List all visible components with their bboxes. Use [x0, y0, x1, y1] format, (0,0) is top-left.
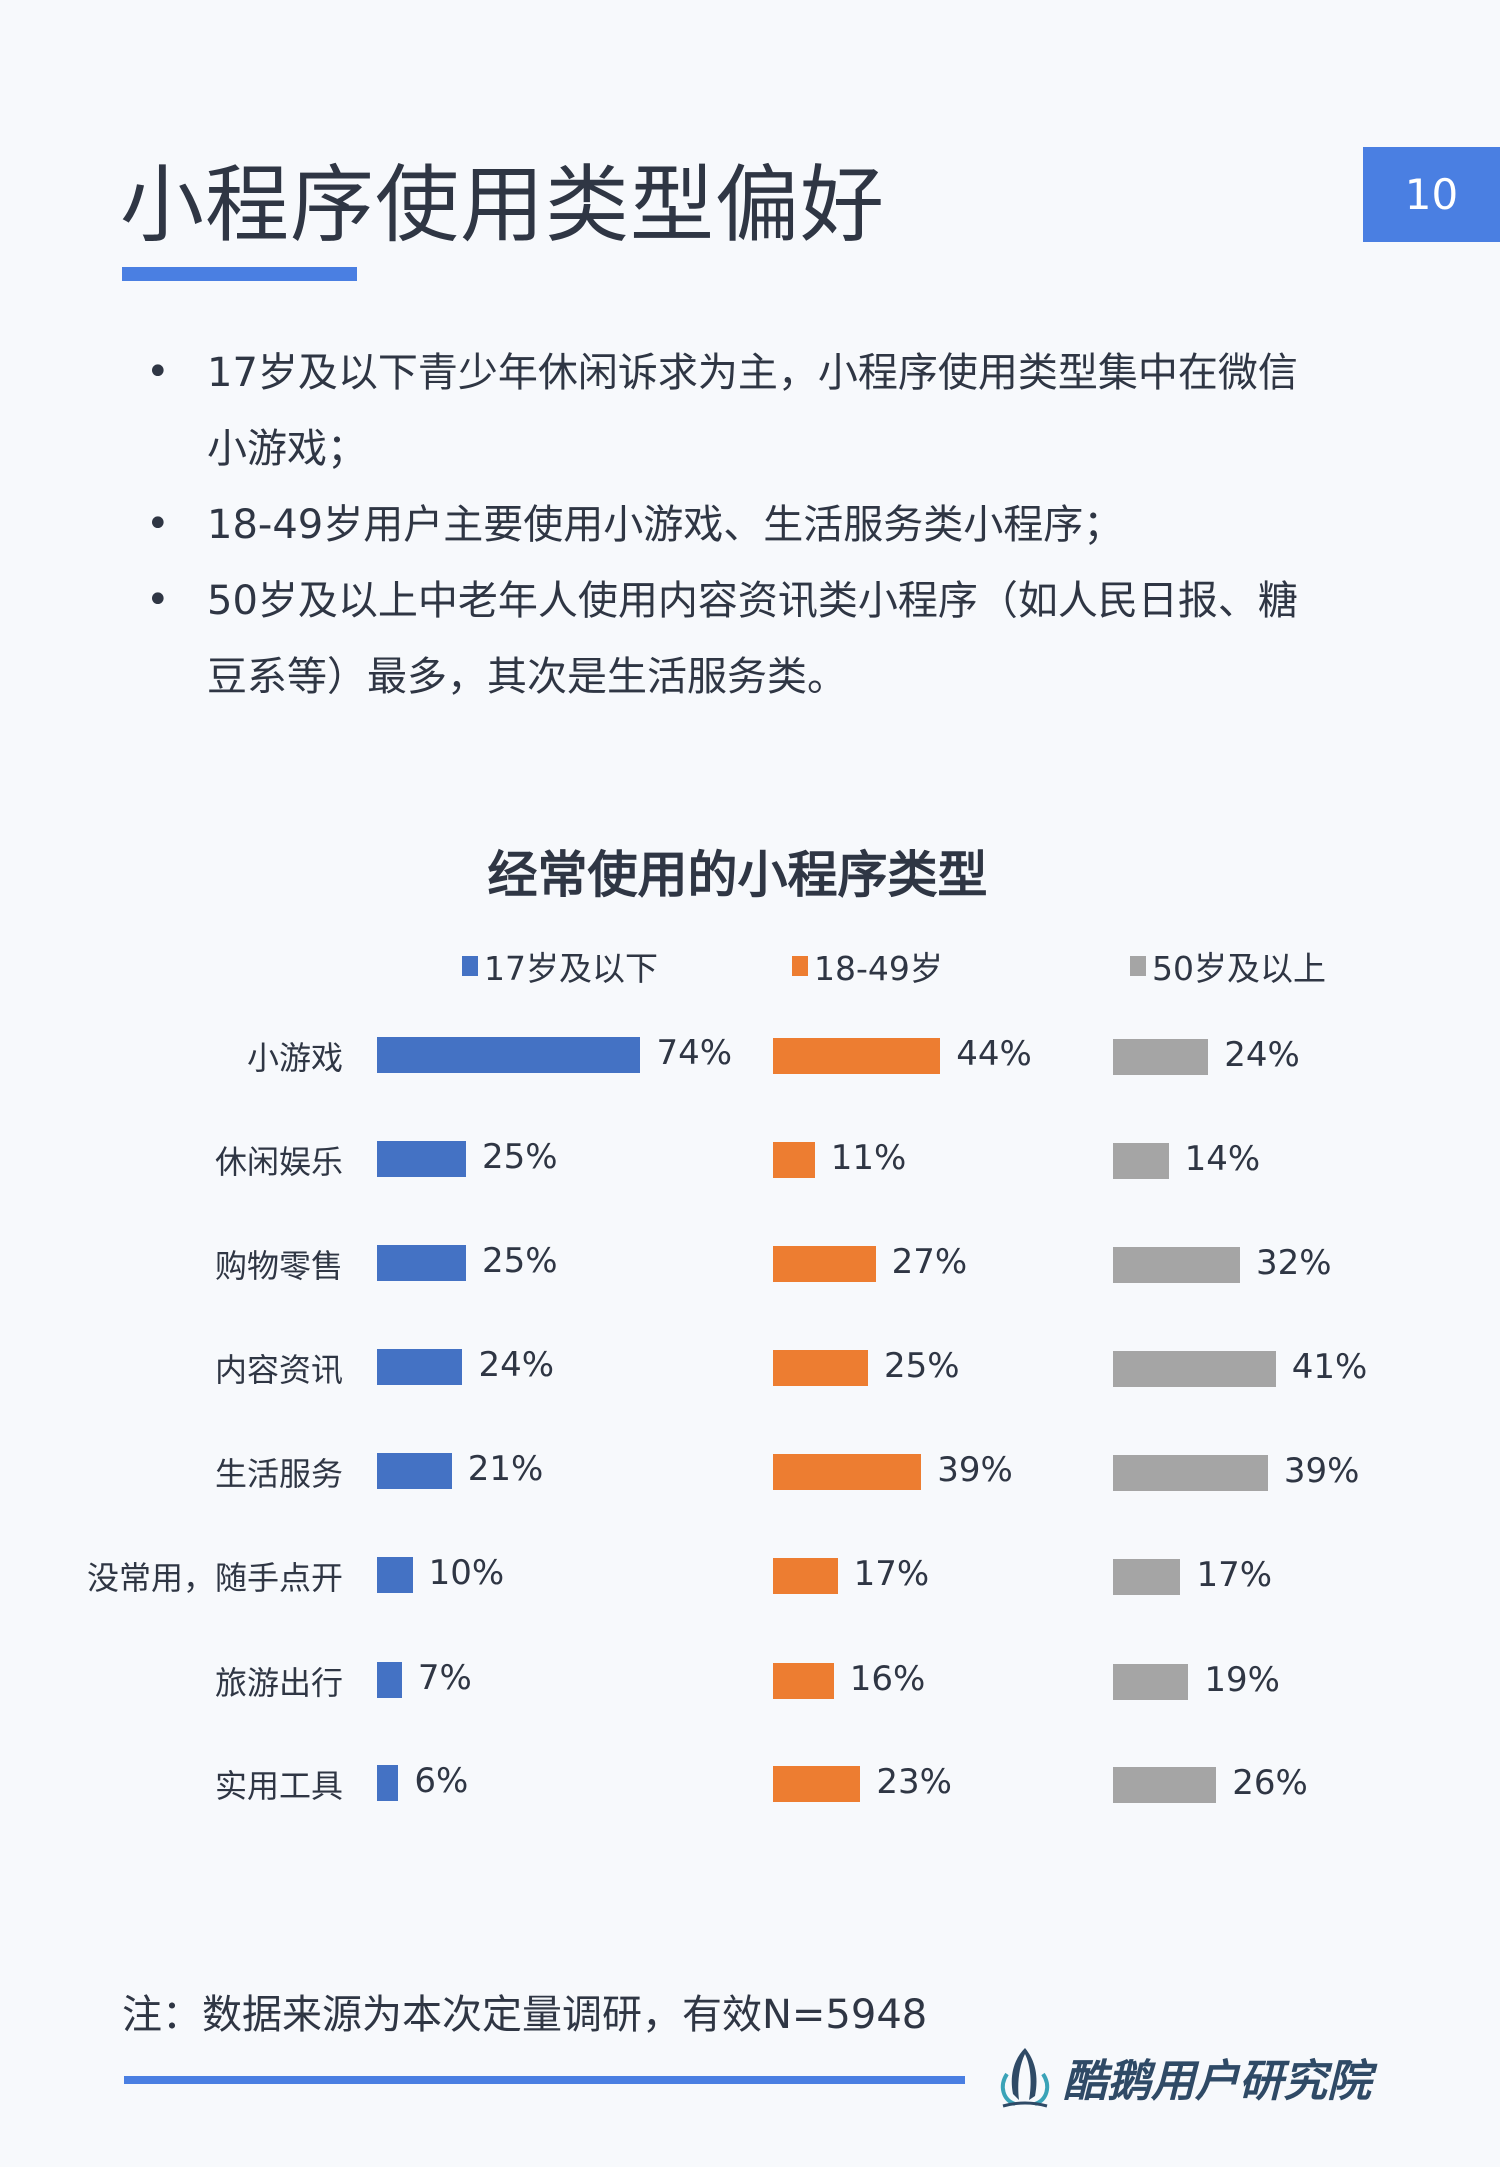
page-title: 小程序使用类型偏好 [120, 156, 886, 254]
bar-7-2 [1113, 1767, 1217, 1803]
data-label: 17% [853, 1554, 930, 1594]
bar-0-2 [1113, 1039, 1209, 1075]
data-label: 19% [1204, 1660, 1280, 1700]
category-label: 生活服务 [214, 1455, 343, 1493]
category-label: 内容资讯 [214, 1351, 343, 1389]
legend-swatch [792, 956, 808, 976]
data-label: 25% [482, 1241, 558, 1281]
bar-4-1 [773, 1454, 922, 1490]
bullet-marker: • [146, 349, 170, 395]
legend-label: 18-49岁 [814, 949, 943, 988]
category-label: 购物零售 [214, 1247, 343, 1285]
data-label: 26% [1232, 1763, 1308, 1803]
bar-5-0 [377, 1557, 413, 1593]
bullet-marker: • [146, 577, 170, 623]
bar-0-1 [773, 1038, 941, 1074]
category-label: 没常用，随手点开 [86, 1559, 343, 1597]
data-label: 27% [891, 1242, 968, 1282]
data-label: 11% [830, 1138, 907, 1178]
bar-3-2 [1113, 1351, 1276, 1387]
footnote: 注：数据来源为本次定量调研，有效N=5948 [122, 1992, 928, 2038]
bar-6-0 [377, 1662, 402, 1698]
data-label: 7% [417, 1658, 472, 1698]
data-label: 25% [482, 1137, 558, 1177]
data-label: 32% [1256, 1243, 1332, 1283]
bar-1-0 [377, 1141, 466, 1177]
data-label: 6% [414, 1761, 469, 1801]
penguin-logo-icon [1000, 2048, 1050, 2108]
data-label: 17% [1196, 1555, 1273, 1595]
data-label: 25% [884, 1346, 960, 1386]
bullet-text: 豆系等）最多，其次是生活服务类。 [207, 654, 847, 700]
data-label: 24% [1224, 1035, 1300, 1075]
data-label: 23% [876, 1762, 952, 1802]
bullet-text: 50岁及以上中老年人使用内容资讯类小程序（如人民日报、糖 [207, 578, 1298, 624]
legend-item: 18-49岁 [792, 942, 943, 990]
data-label: 39% [1283, 1451, 1360, 1491]
legend-item: 17岁及以下 [462, 942, 658, 990]
logo: 酷鹅用户研究院 [995, 2044, 1371, 2110]
bar-0-0 [377, 1037, 641, 1073]
category-label: 实用工具 [214, 1767, 343, 1805]
legend-swatch [1130, 956, 1146, 976]
bar-4-0 [377, 1453, 452, 1489]
bar-7-0 [377, 1765, 399, 1801]
data-label: 39% [937, 1450, 1013, 1490]
legend-label: 17岁及以下 [484, 949, 658, 988]
bar-3-0 [377, 1349, 463, 1385]
bullet-marker: • [146, 501, 170, 547]
bar-6-1 [773, 1663, 834, 1699]
legend-swatch [462, 956, 478, 976]
bar-6-2 [1113, 1664, 1189, 1700]
data-label: 24% [478, 1345, 555, 1385]
legend-label: 50岁及以上 [1152, 949, 1326, 988]
bar-2-1 [773, 1246, 876, 1282]
data-label: 14% [1184, 1139, 1261, 1179]
bar-3-1 [773, 1350, 868, 1386]
data-label: 10% [428, 1553, 505, 1593]
bullet-text: 小游戏； [207, 426, 367, 472]
bar-1-1 [773, 1142, 815, 1178]
data-label: 21% [467, 1449, 544, 1489]
page-number-badge: 10 [1363, 147, 1500, 242]
bar-2-2 [1113, 1247, 1241, 1283]
category-label: 小游戏 [246, 1039, 343, 1077]
footer-divider [124, 2076, 965, 2084]
bar-5-2 [1113, 1559, 1181, 1595]
category-label: 休闲娱乐 [214, 1143, 343, 1181]
bar-2-0 [377, 1245, 466, 1281]
bullet-text: 18-49岁用户主要使用小游戏、生活服务类小程序； [207, 502, 1124, 548]
data-label: 44% [956, 1034, 1032, 1074]
logo-text: 酷鹅用户研究院 [1063, 2056, 1371, 2107]
bullet-text: 17岁及以下青少年休闲诉求为主，小程序使用类型集中在微信 [207, 350, 1298, 396]
data-label: 16% [849, 1659, 926, 1699]
data-label: 41% [1291, 1347, 1368, 1387]
title-underline [122, 267, 357, 281]
data-label: 74% [656, 1033, 733, 1073]
bar-7-1 [773, 1766, 861, 1802]
chart-title: 经常使用的小程序类型 [487, 846, 988, 904]
legend-item: 50岁及以上 [1130, 942, 1326, 990]
bar-4-2 [1113, 1455, 1268, 1491]
bar-5-1 [773, 1558, 838, 1594]
category-label: 旅游出行 [214, 1664, 343, 1702]
bar-1-2 [1113, 1143, 1169, 1179]
